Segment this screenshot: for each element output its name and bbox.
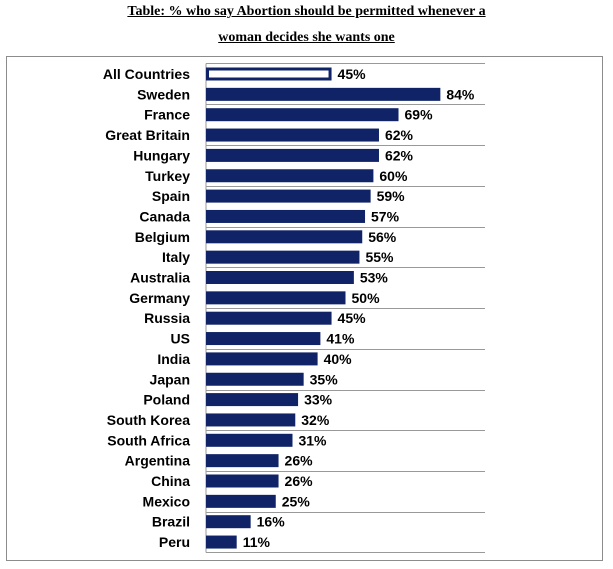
- category-label-poland: Poland: [143, 392, 190, 408]
- bar-china: [206, 474, 279, 488]
- value-label-south-korea: 32%: [301, 412, 330, 428]
- category-label-great-britain: Great Britain: [105, 127, 190, 143]
- bar-belgium: [206, 230, 363, 244]
- value-label-us: 41%: [326, 331, 355, 347]
- bar-brazil: [206, 515, 251, 529]
- bar-all-countries: [206, 67, 332, 81]
- category-label-argentina: Argentina: [125, 453, 191, 469]
- bar-canada: [206, 209, 366, 223]
- bar-peru: [206, 535, 237, 549]
- category-label-south-africa: South Africa: [107, 432, 190, 448]
- bar-spain: [206, 189, 371, 203]
- category-label-japan: Japan: [150, 371, 190, 387]
- value-label-hungary: 62%: [385, 147, 414, 163]
- bar-argentina: [206, 454, 279, 468]
- category-label-italy: Italy: [162, 249, 190, 265]
- bar-turkey: [206, 169, 374, 183]
- value-label-spain: 59%: [377, 188, 406, 204]
- bar-russia: [206, 311, 332, 325]
- bar-germany: [206, 291, 346, 305]
- bar-great-britain: [206, 128, 379, 142]
- category-label-china: China: [151, 473, 190, 489]
- value-label-peru: 11%: [243, 534, 271, 550]
- value-label-france: 69%: [405, 107, 434, 123]
- category-label-canada: Canada: [139, 208, 190, 224]
- value-label-great-britain: 62%: [385, 127, 414, 143]
- bar-us: [206, 332, 321, 346]
- bar-japan: [206, 372, 304, 386]
- category-label-us: US: [171, 331, 190, 347]
- value-label-china: 26%: [285, 473, 314, 489]
- category-label-sweden: Sweden: [137, 86, 190, 102]
- bar-hungary: [206, 148, 379, 162]
- value-label-australia: 53%: [360, 270, 389, 286]
- category-label-brazil: Brazil: [152, 514, 190, 530]
- value-label-all-countries: 45%: [338, 66, 367, 82]
- value-label-argentina: 26%: [285, 453, 314, 469]
- category-label-australia: Australia: [130, 270, 190, 286]
- value-label-poland: 33%: [304, 392, 333, 408]
- value-label-mexico: 25%: [282, 493, 311, 509]
- category-label-germany: Germany: [129, 290, 190, 306]
- bar-india: [206, 352, 318, 366]
- category-label-south-korea: South Korea: [107, 412, 190, 428]
- category-label-russia: Russia: [144, 310, 190, 326]
- value-label-italy: 55%: [365, 249, 394, 265]
- chart-title-line-2: woman decides she wants one: [218, 30, 395, 45]
- category-label-india: India: [157, 351, 190, 367]
- value-label-sweden: 84%: [446, 86, 475, 102]
- chart-title-line-1: Table: % who say Abortion should be perm…: [127, 4, 486, 19]
- category-label-france: France: [144, 107, 190, 123]
- category-label-turkey: Turkey: [145, 168, 190, 184]
- bar-south-africa: [206, 433, 293, 447]
- bar-italy: [206, 250, 360, 264]
- chart-frame: [6, 56, 603, 561]
- bar-sweden: [206, 87, 441, 101]
- value-label-canada: 57%: [371, 208, 400, 224]
- bar-south-korea: [206, 413, 296, 427]
- bar-mexico: [206, 494, 276, 508]
- bar-poland: [206, 393, 299, 407]
- value-label-japan: 35%: [310, 371, 339, 387]
- category-label-belgium: Belgium: [135, 229, 190, 245]
- value-label-russia: 45%: [338, 310, 367, 326]
- value-label-south-africa: 31%: [298, 432, 327, 448]
- category-label-all-countries: All Countries: [103, 66, 190, 82]
- value-label-germany: 50%: [352, 290, 381, 306]
- value-label-turkey: 60%: [379, 168, 408, 184]
- value-label-belgium: 56%: [368, 229, 397, 245]
- bar-france: [206, 108, 399, 122]
- value-label-brazil: 16%: [257, 514, 286, 530]
- category-label-hungary: Hungary: [133, 147, 190, 163]
- category-label-peru: Peru: [159, 534, 190, 550]
- value-label-india: 40%: [324, 351, 353, 367]
- category-label-spain: Spain: [152, 188, 190, 204]
- bar-australia: [206, 271, 354, 284]
- category-label-mexico: Mexico: [143, 493, 190, 509]
